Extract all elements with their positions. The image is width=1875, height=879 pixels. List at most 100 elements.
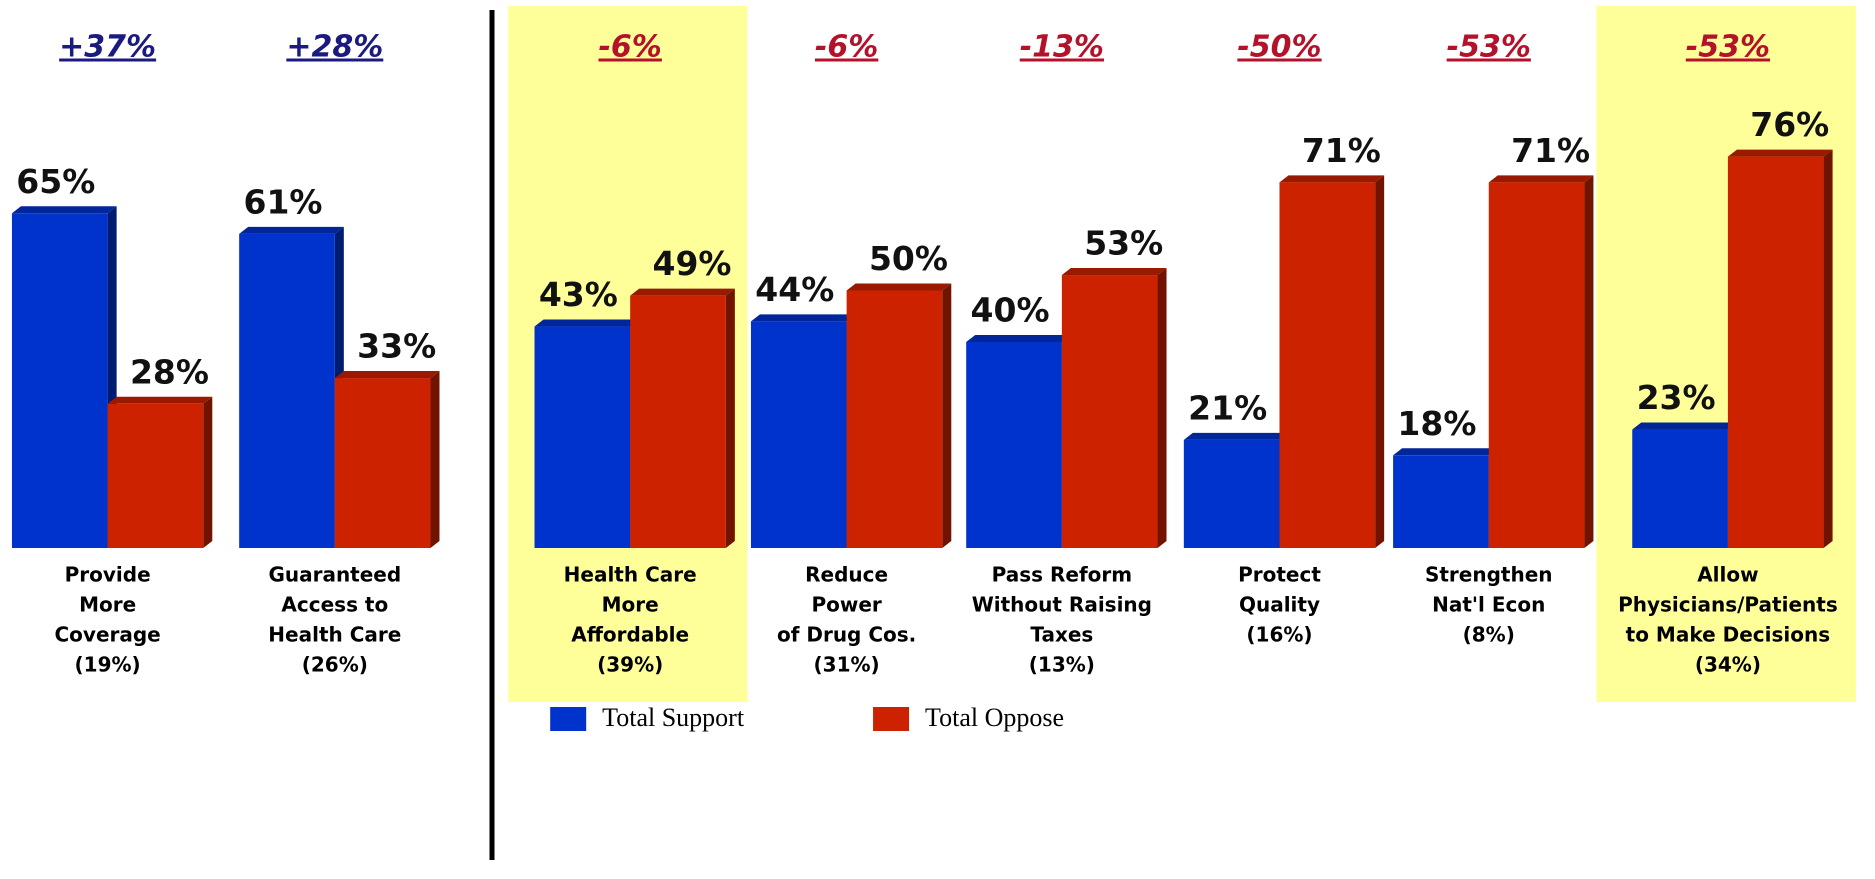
category-label: Allow	[1697, 563, 1758, 587]
legend-swatch	[550, 707, 587, 731]
bar-front	[1393, 455, 1489, 548]
bar-top	[750, 314, 856, 322]
bar-front	[107, 403, 204, 548]
category-label: (39%)	[597, 653, 663, 677]
bar	[1393, 448, 1498, 548]
category-label: Physicians/Patients	[1618, 593, 1838, 617]
bar-front	[1279, 182, 1376, 548]
net-label: -6%	[598, 30, 661, 65]
bar	[107, 396, 213, 548]
category-label: Reduce	[805, 563, 888, 587]
bar-top	[1393, 448, 1498, 456]
legend-label: Total Oppose	[925, 703, 1064, 732]
category-label: (19%)	[75, 653, 141, 677]
category-label: (34%)	[1695, 653, 1761, 677]
bar-side	[1157, 268, 1167, 548]
bar-top	[1488, 175, 1594, 183]
bar-top	[1061, 268, 1167, 276]
bar	[1488, 175, 1594, 548]
bar-front	[750, 321, 847, 548]
bar	[750, 314, 856, 548]
bar-front	[1488, 182, 1585, 548]
bar-top	[534, 319, 640, 327]
bar-top	[1727, 149, 1833, 157]
net-label: -6%	[815, 30, 878, 65]
data-label: 53%	[1084, 224, 1163, 263]
data-label: 40%	[971, 291, 1050, 330]
bar	[1183, 432, 1289, 548]
bar-side	[942, 283, 952, 548]
bar-top	[1183, 432, 1289, 440]
bar-front	[334, 378, 431, 548]
bar-front	[966, 342, 1062, 548]
bar	[630, 288, 735, 548]
data-label: 44%	[755, 270, 834, 309]
bar-top	[1632, 422, 1737, 430]
category-label: (26%)	[302, 653, 368, 677]
category-label: Protect	[1238, 563, 1321, 587]
category-label: Health Care	[268, 623, 401, 647]
category-label: Strengthen	[1425, 563, 1553, 587]
category-label: Pass Reform	[992, 563, 1133, 587]
data-label: 71%	[1302, 131, 1381, 170]
bar-front	[846, 290, 943, 548]
bar	[239, 226, 344, 548]
category-label: Access to	[281, 593, 388, 617]
category-label: (8%)	[1463, 623, 1515, 647]
bar-top	[846, 283, 952, 291]
data-label: 43%	[539, 275, 618, 314]
data-label: 33%	[357, 327, 436, 366]
data-label: 28%	[130, 352, 209, 391]
bar-top	[334, 371, 440, 379]
net-label: -50%	[1237, 30, 1321, 65]
category-label: Nat'l Econ	[1432, 593, 1545, 617]
net-label: -53%	[1447, 30, 1531, 65]
bar	[1727, 149, 1833, 548]
data-label: 71%	[1511, 131, 1590, 170]
category-label: Coverage	[54, 623, 160, 647]
bar	[846, 283, 952, 548]
bar-side	[725, 288, 735, 548]
bar	[534, 319, 640, 548]
category-label: Guaranteed	[268, 563, 401, 587]
bar	[1632, 422, 1737, 548]
bar-top	[11, 206, 117, 214]
category-label: Affordable	[571, 623, 689, 647]
data-label: 21%	[1188, 388, 1267, 427]
category-label: of Drug Cos.	[777, 623, 916, 647]
bar-top	[1279, 175, 1385, 183]
bar-side	[1584, 175, 1594, 548]
data-label: 50%	[869, 239, 948, 278]
bar-side	[1375, 175, 1385, 548]
bar-side	[1823, 149, 1833, 548]
data-label: 65%	[16, 162, 95, 201]
category-label: Without Raising	[972, 593, 1152, 617]
category-label: Power	[811, 593, 881, 617]
bar	[1279, 175, 1385, 548]
bar-side	[430, 371, 440, 548]
bar-front	[534, 326, 631, 548]
net-label: +37%	[59, 30, 156, 65]
bar-front	[1727, 156, 1824, 548]
data-label: 49%	[653, 244, 732, 283]
net-label: -13%	[1020, 30, 1104, 65]
bar-top	[107, 396, 213, 404]
category-label: Quality	[1239, 593, 1320, 617]
bar-top	[239, 226, 344, 234]
net-label: -53%	[1686, 30, 1770, 65]
bar-front	[1061, 275, 1158, 548]
data-label: 23%	[1637, 378, 1716, 417]
legend-swatch	[873, 707, 910, 731]
data-label: 61%	[243, 182, 322, 221]
category-label: to Make Decisions	[1626, 623, 1830, 647]
bar	[966, 335, 1071, 548]
bar-front	[630, 295, 726, 548]
bar	[11, 206, 117, 548]
category-label: (13%)	[1029, 653, 1095, 677]
bar-front	[239, 233, 335, 548]
bar	[1061, 268, 1167, 548]
bar-top	[630, 288, 735, 296]
category-label: (31%)	[814, 653, 880, 677]
category-label: Taxes	[1030, 623, 1093, 647]
